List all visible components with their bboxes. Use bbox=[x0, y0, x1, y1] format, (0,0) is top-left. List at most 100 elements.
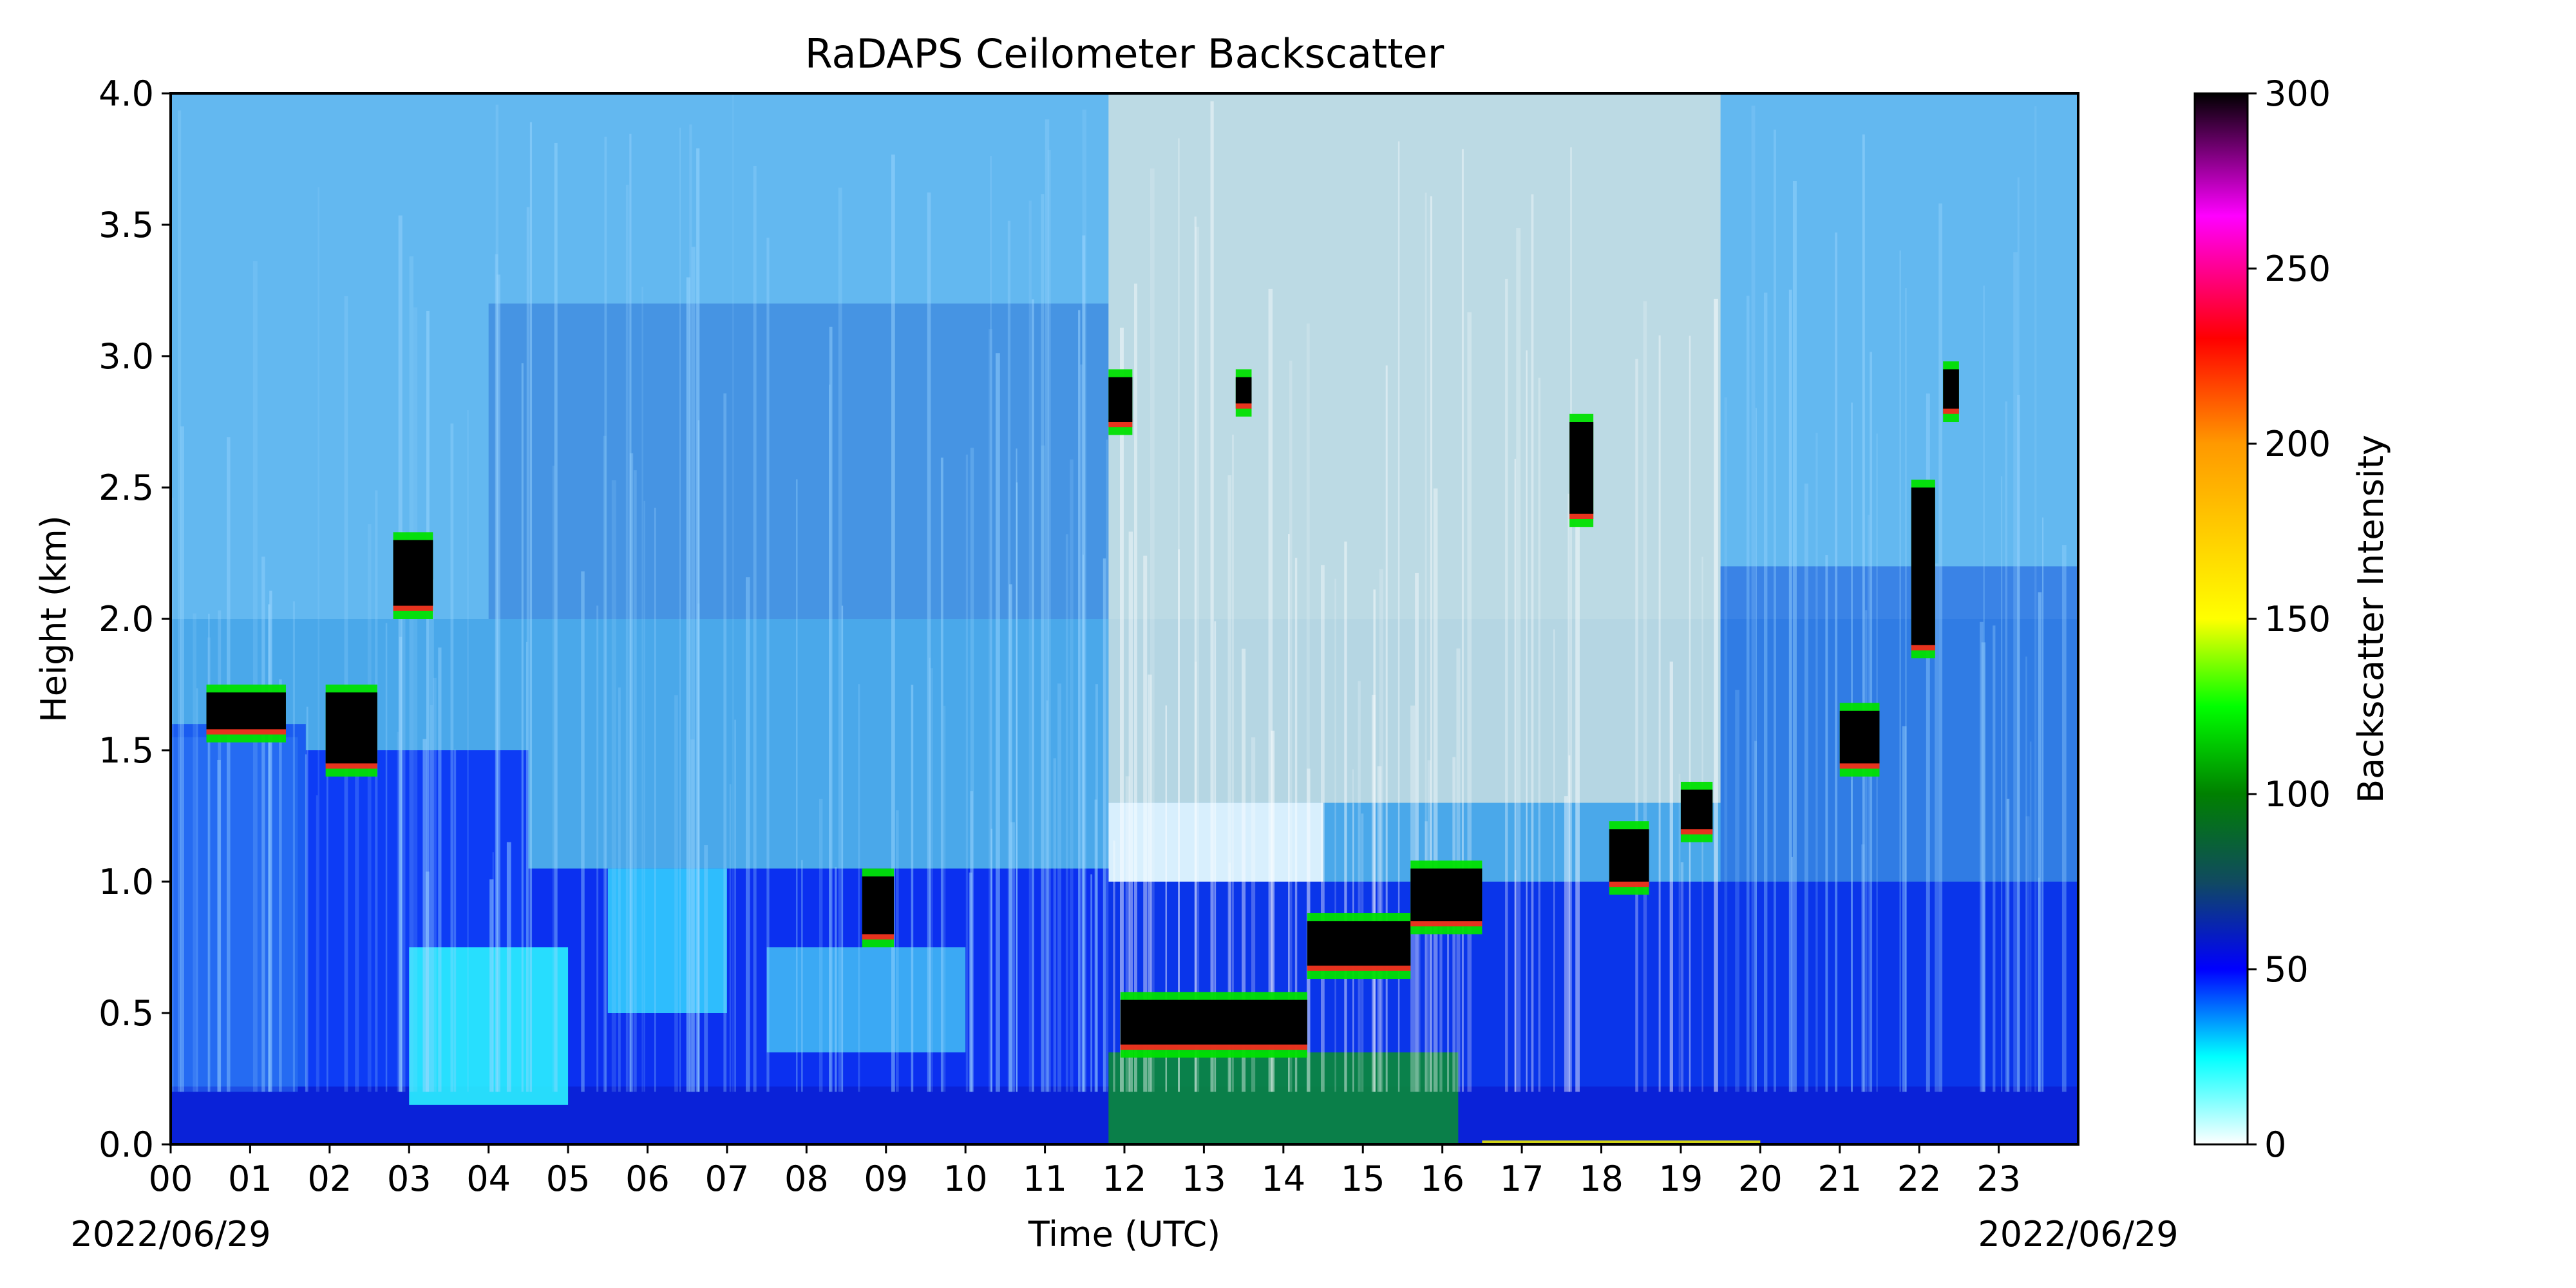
colorbar-tick-label: 50 bbox=[2264, 949, 2309, 990]
noise-streak bbox=[397, 732, 399, 1092]
noise-streak bbox=[858, 684, 860, 1092]
noise-streak bbox=[596, 605, 599, 1092]
x-tick-label: 10 bbox=[943, 1159, 988, 1199]
x-tick-label: 02 bbox=[307, 1159, 352, 1199]
plot-area bbox=[171, 93, 2078, 1144]
noise-streak bbox=[641, 287, 643, 1092]
x-tick-label: 08 bbox=[784, 1159, 829, 1199]
noise-streak bbox=[1425, 193, 1427, 1092]
noise-streak bbox=[896, 810, 899, 1092]
noise-streak bbox=[819, 799, 823, 1092]
cloud-layer bbox=[1680, 790, 1713, 829]
noise-streak bbox=[292, 601, 295, 1092]
y-tick-label: 2.0 bbox=[99, 599, 154, 639]
noise-streak bbox=[1032, 299, 1034, 1092]
noise-streak bbox=[526, 641, 528, 1092]
x-tick-label: 20 bbox=[1738, 1159, 1783, 1199]
aerosol-plume-region bbox=[607, 868, 727, 1013]
noise-streak bbox=[355, 714, 359, 1092]
noise-streak bbox=[1016, 448, 1018, 1092]
noise-streak bbox=[1735, 690, 1739, 1092]
noise-streak bbox=[316, 795, 318, 1092]
noise-streak bbox=[1095, 684, 1098, 1092]
noise-streak bbox=[1106, 439, 1108, 1092]
noise-streak bbox=[940, 457, 943, 1092]
noise-streak bbox=[995, 353, 1000, 1092]
noise-streak bbox=[489, 879, 494, 1092]
x-tick-label: 22 bbox=[1897, 1159, 1942, 1199]
cloud-layer bbox=[206, 692, 286, 730]
cloud-layer bbox=[1569, 422, 1594, 514]
noise-streak bbox=[2017, 177, 2020, 1092]
noise-streak bbox=[1514, 459, 1517, 1092]
noise-streak bbox=[1689, 336, 1691, 1092]
noise-streak bbox=[929, 658, 931, 1092]
noise-streak bbox=[521, 363, 524, 1092]
noise-streak bbox=[1680, 862, 1684, 1092]
noise-streak bbox=[1505, 278, 1508, 1092]
noise-streak bbox=[279, 679, 282, 1092]
backscatter-heatmap bbox=[171, 93, 2078, 1144]
noise-streak bbox=[1714, 298, 1718, 1092]
x-tick-label: 18 bbox=[1579, 1159, 1624, 1199]
noise-streak bbox=[1057, 683, 1061, 1092]
noise-streak bbox=[1433, 488, 1438, 1092]
noise-streak bbox=[1195, 661, 1197, 1092]
noise-streak bbox=[1133, 283, 1137, 1092]
noise-streak bbox=[217, 759, 221, 1092]
noise-streak bbox=[1358, 681, 1361, 1092]
mid-layer-region bbox=[1720, 566, 2078, 908]
noise-streak bbox=[1289, 361, 1293, 1092]
noise-streak bbox=[1210, 101, 1214, 1092]
noise-streak bbox=[467, 410, 469, 1092]
x-tick-label: 00 bbox=[149, 1159, 193, 1199]
noise-streak bbox=[1419, 875, 1421, 1092]
x-tick-label: 19 bbox=[1659, 1159, 1703, 1199]
noise-streak bbox=[1148, 674, 1152, 1092]
noise-streak bbox=[970, 448, 974, 1092]
noise-streak bbox=[2061, 545, 2067, 1092]
noise-streak bbox=[269, 591, 272, 1092]
noise-streak bbox=[697, 420, 700, 1092]
noise-streak bbox=[252, 261, 258, 1092]
noise-streak bbox=[1861, 844, 1865, 1092]
date-left-label: 2022/06/29 bbox=[70, 1214, 270, 1255]
noise-streak bbox=[1119, 327, 1124, 1092]
noise-streak bbox=[989, 329, 993, 1092]
noise-streak bbox=[430, 579, 434, 1092]
x-tick-label: 11 bbox=[1023, 1159, 1067, 1199]
y-axis-label: Height (km) bbox=[33, 515, 74, 723]
x-tick-label: 07 bbox=[705, 1159, 750, 1199]
noise-streak bbox=[398, 215, 402, 1092]
noise-streak bbox=[1009, 584, 1012, 1092]
noise-streak bbox=[766, 238, 770, 1092]
noise-streak bbox=[426, 310, 430, 1092]
noise-streak bbox=[1564, 796, 1568, 1092]
noise-streak bbox=[495, 254, 498, 1092]
noise-streak bbox=[171, 497, 174, 1092]
noise-streak bbox=[1862, 134, 1865, 1092]
noise-streak bbox=[1178, 138, 1180, 1092]
noise-streak bbox=[1516, 228, 1521, 1092]
noise-streak bbox=[430, 705, 433, 1092]
x-tick-label: 12 bbox=[1103, 1159, 1147, 1199]
noise-streak bbox=[495, 104, 498, 1092]
noise-streak bbox=[1983, 285, 1985, 1092]
noise-streak bbox=[552, 466, 555, 1092]
noise-streak bbox=[1288, 534, 1290, 1092]
noise-streak bbox=[1306, 323, 1310, 1092]
noise-streak bbox=[554, 142, 558, 1092]
noise-streak bbox=[1294, 558, 1298, 1092]
noise-streak bbox=[2006, 799, 2010, 1092]
noise-streak bbox=[453, 750, 457, 1092]
noise-streak bbox=[1143, 555, 1148, 1092]
noise-streak bbox=[1643, 301, 1647, 1092]
noise-streak bbox=[611, 480, 616, 1092]
noisy-bright-region bbox=[1108, 93, 1721, 803]
y-tick-label: 0.0 bbox=[99, 1124, 154, 1165]
colorbar-fill bbox=[2195, 93, 2248, 1144]
cloud-layer bbox=[1609, 829, 1649, 882]
noise-streak bbox=[1379, 569, 1383, 1092]
noise-streak bbox=[686, 277, 691, 1092]
